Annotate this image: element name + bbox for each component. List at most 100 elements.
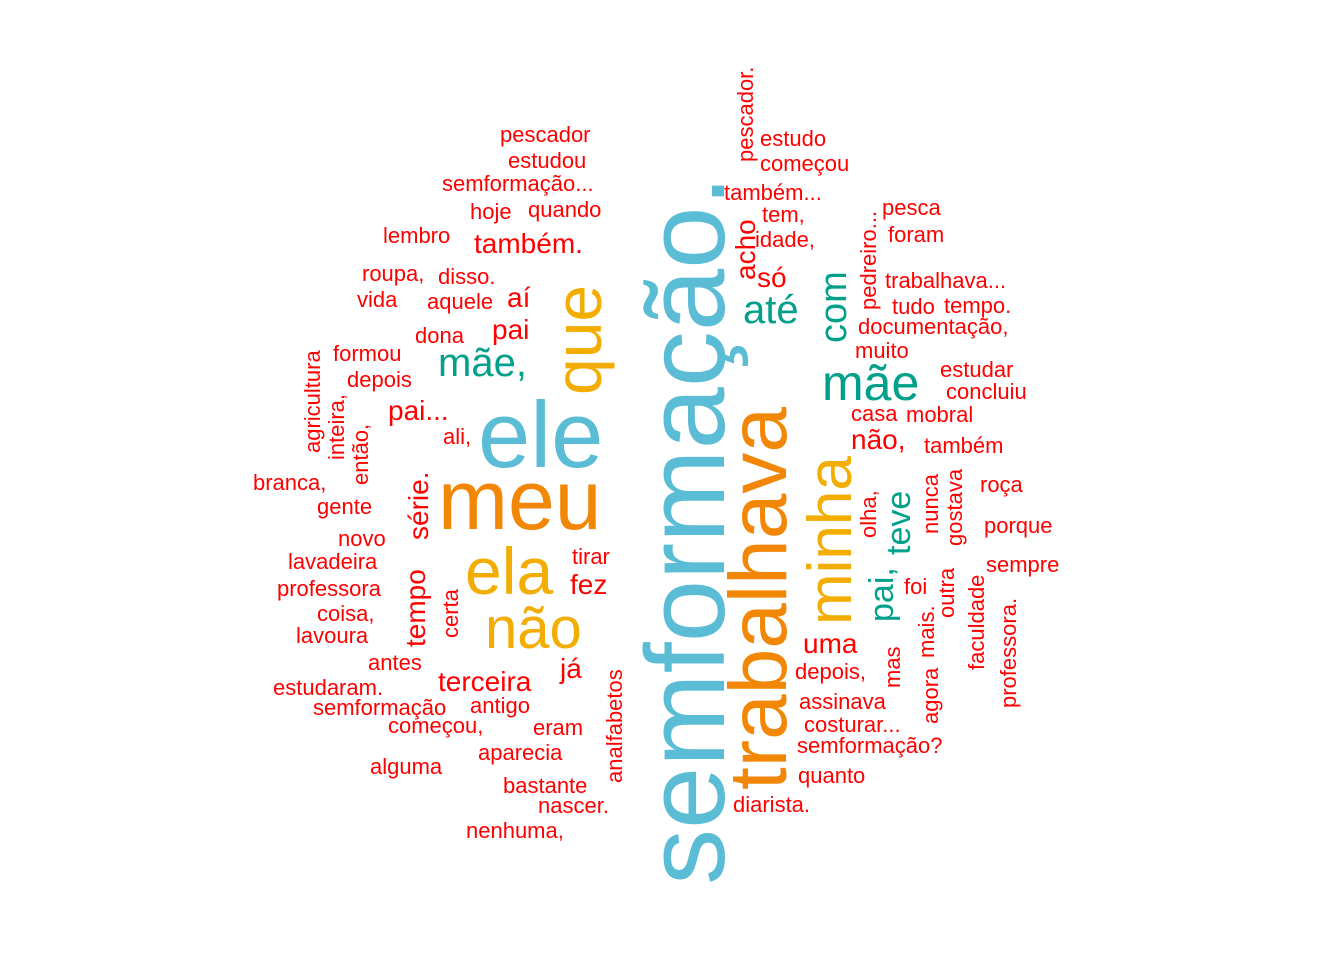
word-trabalhava-ellipsis: trabalhava... <box>885 268 1007 293</box>
word-faculdade: faculdade <box>964 574 989 670</box>
word-analfabetos: analfabetos <box>602 669 627 783</box>
word-documentacao: documentação, <box>858 314 1009 339</box>
word-nascer: nascer. <box>538 793 609 818</box>
word-terceira: terceira <box>438 666 532 697</box>
word-costurar: costurar... <box>804 712 901 737</box>
word-lavoura: lavoura <box>296 623 369 648</box>
word-dona: dona <box>415 323 464 348</box>
word-mae-teal: mãe <box>822 355 920 411</box>
word-eram: eram <box>533 715 584 740</box>
word-muito: muito <box>855 338 909 363</box>
word-roupa: roupa, <box>362 261 425 286</box>
word-diarista: diarista. <box>733 792 811 817</box>
word-professora: professora <box>277 576 381 601</box>
word-disso: disso. <box>438 264 496 289</box>
word-outra: outra <box>934 567 959 618</box>
word-quando: quando <box>528 197 602 222</box>
word-trabalhava: trabalhava <box>713 407 804 790</box>
word-assinava: assinava <box>799 689 886 714</box>
word-meu: meu <box>438 453 602 547</box>
word-entao: então, <box>348 423 373 485</box>
word-antigo: antigo <box>470 693 530 718</box>
word-agricultura: agricultura <box>300 350 325 453</box>
word-semformacao-q: semformação? <box>797 733 943 758</box>
word-formou: formou <box>333 341 402 366</box>
word-tudo: tudo <box>892 294 935 319</box>
word-estudaram: estudaram. <box>273 675 384 700</box>
word-estudo: estudo <box>760 126 827 151</box>
word-roca: roça <box>980 472 1023 497</box>
word-estudar: estudar <box>940 357 1014 382</box>
word-pedreiro: pedreiro... <box>856 210 881 310</box>
word-semformacao-plain: semformação <box>313 695 447 720</box>
word-lembro: lembro <box>383 223 451 248</box>
word-que: que <box>541 284 615 395</box>
word-quanto: quanto <box>798 763 866 788</box>
word-bastante: bastante <box>503 773 588 798</box>
word-mas: mas <box>880 646 905 688</box>
word-professora-dot: professora. <box>996 597 1021 708</box>
word-idade: idade, <box>755 227 815 252</box>
word-ela: ela <box>465 534 554 608</box>
word-mae-comma: mãe, <box>438 341 527 385</box>
word-uma: uma <box>803 628 858 659</box>
word-mobral: mobral <box>906 402 974 427</box>
word-tirar: tirar <box>572 544 610 569</box>
word-serie: série. <box>403 471 434 540</box>
word-pai-comma: pai, <box>863 567 901 622</box>
word-nenhuma: nenhuma, <box>466 818 564 843</box>
word-so: só <box>757 262 787 293</box>
word-porque: porque <box>984 513 1053 538</box>
word-olha: olha, <box>856 490 881 538</box>
word-nunca: nunca <box>918 474 943 534</box>
word-comecou: começou <box>760 151 850 176</box>
word-aparecia: aparecia <box>478 740 563 765</box>
word-pai-ellipsis: pai... <box>388 395 449 426</box>
word-antes: antes <box>368 650 422 675</box>
word-com: com <box>813 271 855 343</box>
word-concluiu: concluiu <box>946 379 1027 404</box>
word-alguma: alguma <box>370 754 443 779</box>
word-fez: fez <box>570 569 608 600</box>
word-certa: certa <box>438 589 463 638</box>
word-ai: aí <box>507 282 531 313</box>
word-tambem-ellipsis: também... <box>724 180 822 205</box>
word-foram: foram <box>888 222 945 247</box>
word-nao-comma: não, <box>851 424 906 455</box>
word-hoje: hoje <box>470 199 512 224</box>
word-comecou-comma: começou, <box>388 713 484 738</box>
word-gostava: gostava <box>942 468 967 546</box>
word-estudou: estudou <box>508 148 587 173</box>
word-mais: mais. <box>914 605 939 658</box>
word-lavadeira: lavadeira <box>288 549 378 574</box>
word-novo: novo <box>338 526 386 551</box>
word-tem: tem, <box>762 202 805 227</box>
word-inteira: inteira, <box>324 393 349 460</box>
word-casa: casa <box>851 401 898 426</box>
word-depois-comma: depois, <box>795 659 866 684</box>
word-tambem-dot: também. <box>474 228 583 259</box>
word-nao-big: não <box>485 596 582 661</box>
word-ate: até <box>743 288 799 332</box>
word-semformacao-ellipsis: semformação... <box>442 171 594 196</box>
word-aquele: aquele <box>427 289 494 314</box>
word-tambem: também <box>924 433 1004 458</box>
word-ja: já <box>560 653 582 684</box>
word-teve: teve <box>880 490 918 555</box>
word-tempo: tempo <box>400 569 431 647</box>
word-gente: gente <box>317 494 373 519</box>
word-pescador-dot: pescador. <box>733 66 758 162</box>
word-sempre: sempre <box>986 552 1060 577</box>
word-pescador: pescador <box>500 122 591 147</box>
word-pai: pai <box>492 314 530 345</box>
word-foi: foi <box>904 574 928 599</box>
word-minha: minha <box>796 456 865 625</box>
word-ele: ele <box>478 382 604 487</box>
word-depois: depois <box>347 367 412 392</box>
word-vida: vida <box>357 287 398 312</box>
word-ali: ali, <box>443 424 472 449</box>
word-tempo-dot: tempo. <box>944 293 1012 318</box>
word-pesca: pesca <box>882 195 941 220</box>
word-agora: agora <box>918 667 943 724</box>
